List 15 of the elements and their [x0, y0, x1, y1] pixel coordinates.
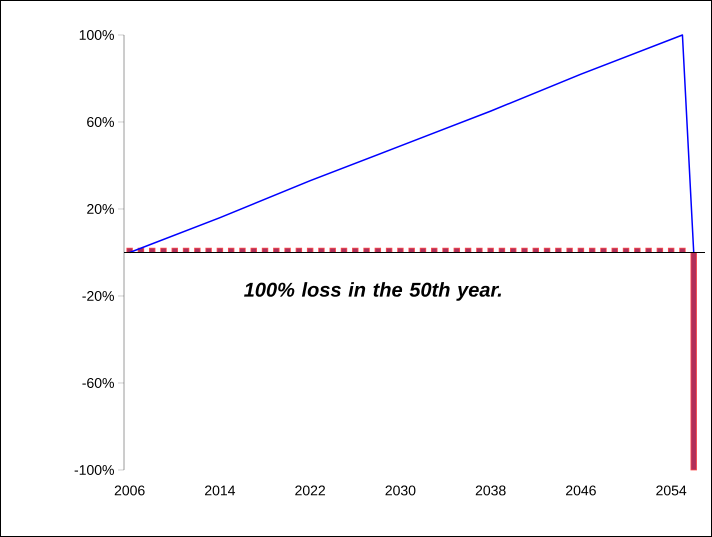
y-tick-label: 60% [87, 117, 114, 127]
x-tick-label: 2046 [566, 486, 596, 496]
x-tick-label: 2006 [114, 486, 145, 496]
y-tick-label: -60% [82, 378, 114, 388]
y-tick-label: 20% [87, 204, 114, 214]
y-tick-label: -20% [82, 291, 114, 301]
y-tick-label: -100% [74, 465, 114, 475]
x-tick-label: 2054 [656, 486, 686, 496]
annotation: 100% loss in the 50th year. [244, 282, 502, 301]
x-tick-label: 2038 [476, 486, 506, 496]
y-tick-label: 100% [80, 30, 114, 40]
x-tick-label: 2022 [295, 486, 326, 496]
x-tick-label: 2014 [205, 486, 236, 496]
x-tick-label: 2030 [386, 486, 416, 496]
line-series [128, 34, 694, 254]
